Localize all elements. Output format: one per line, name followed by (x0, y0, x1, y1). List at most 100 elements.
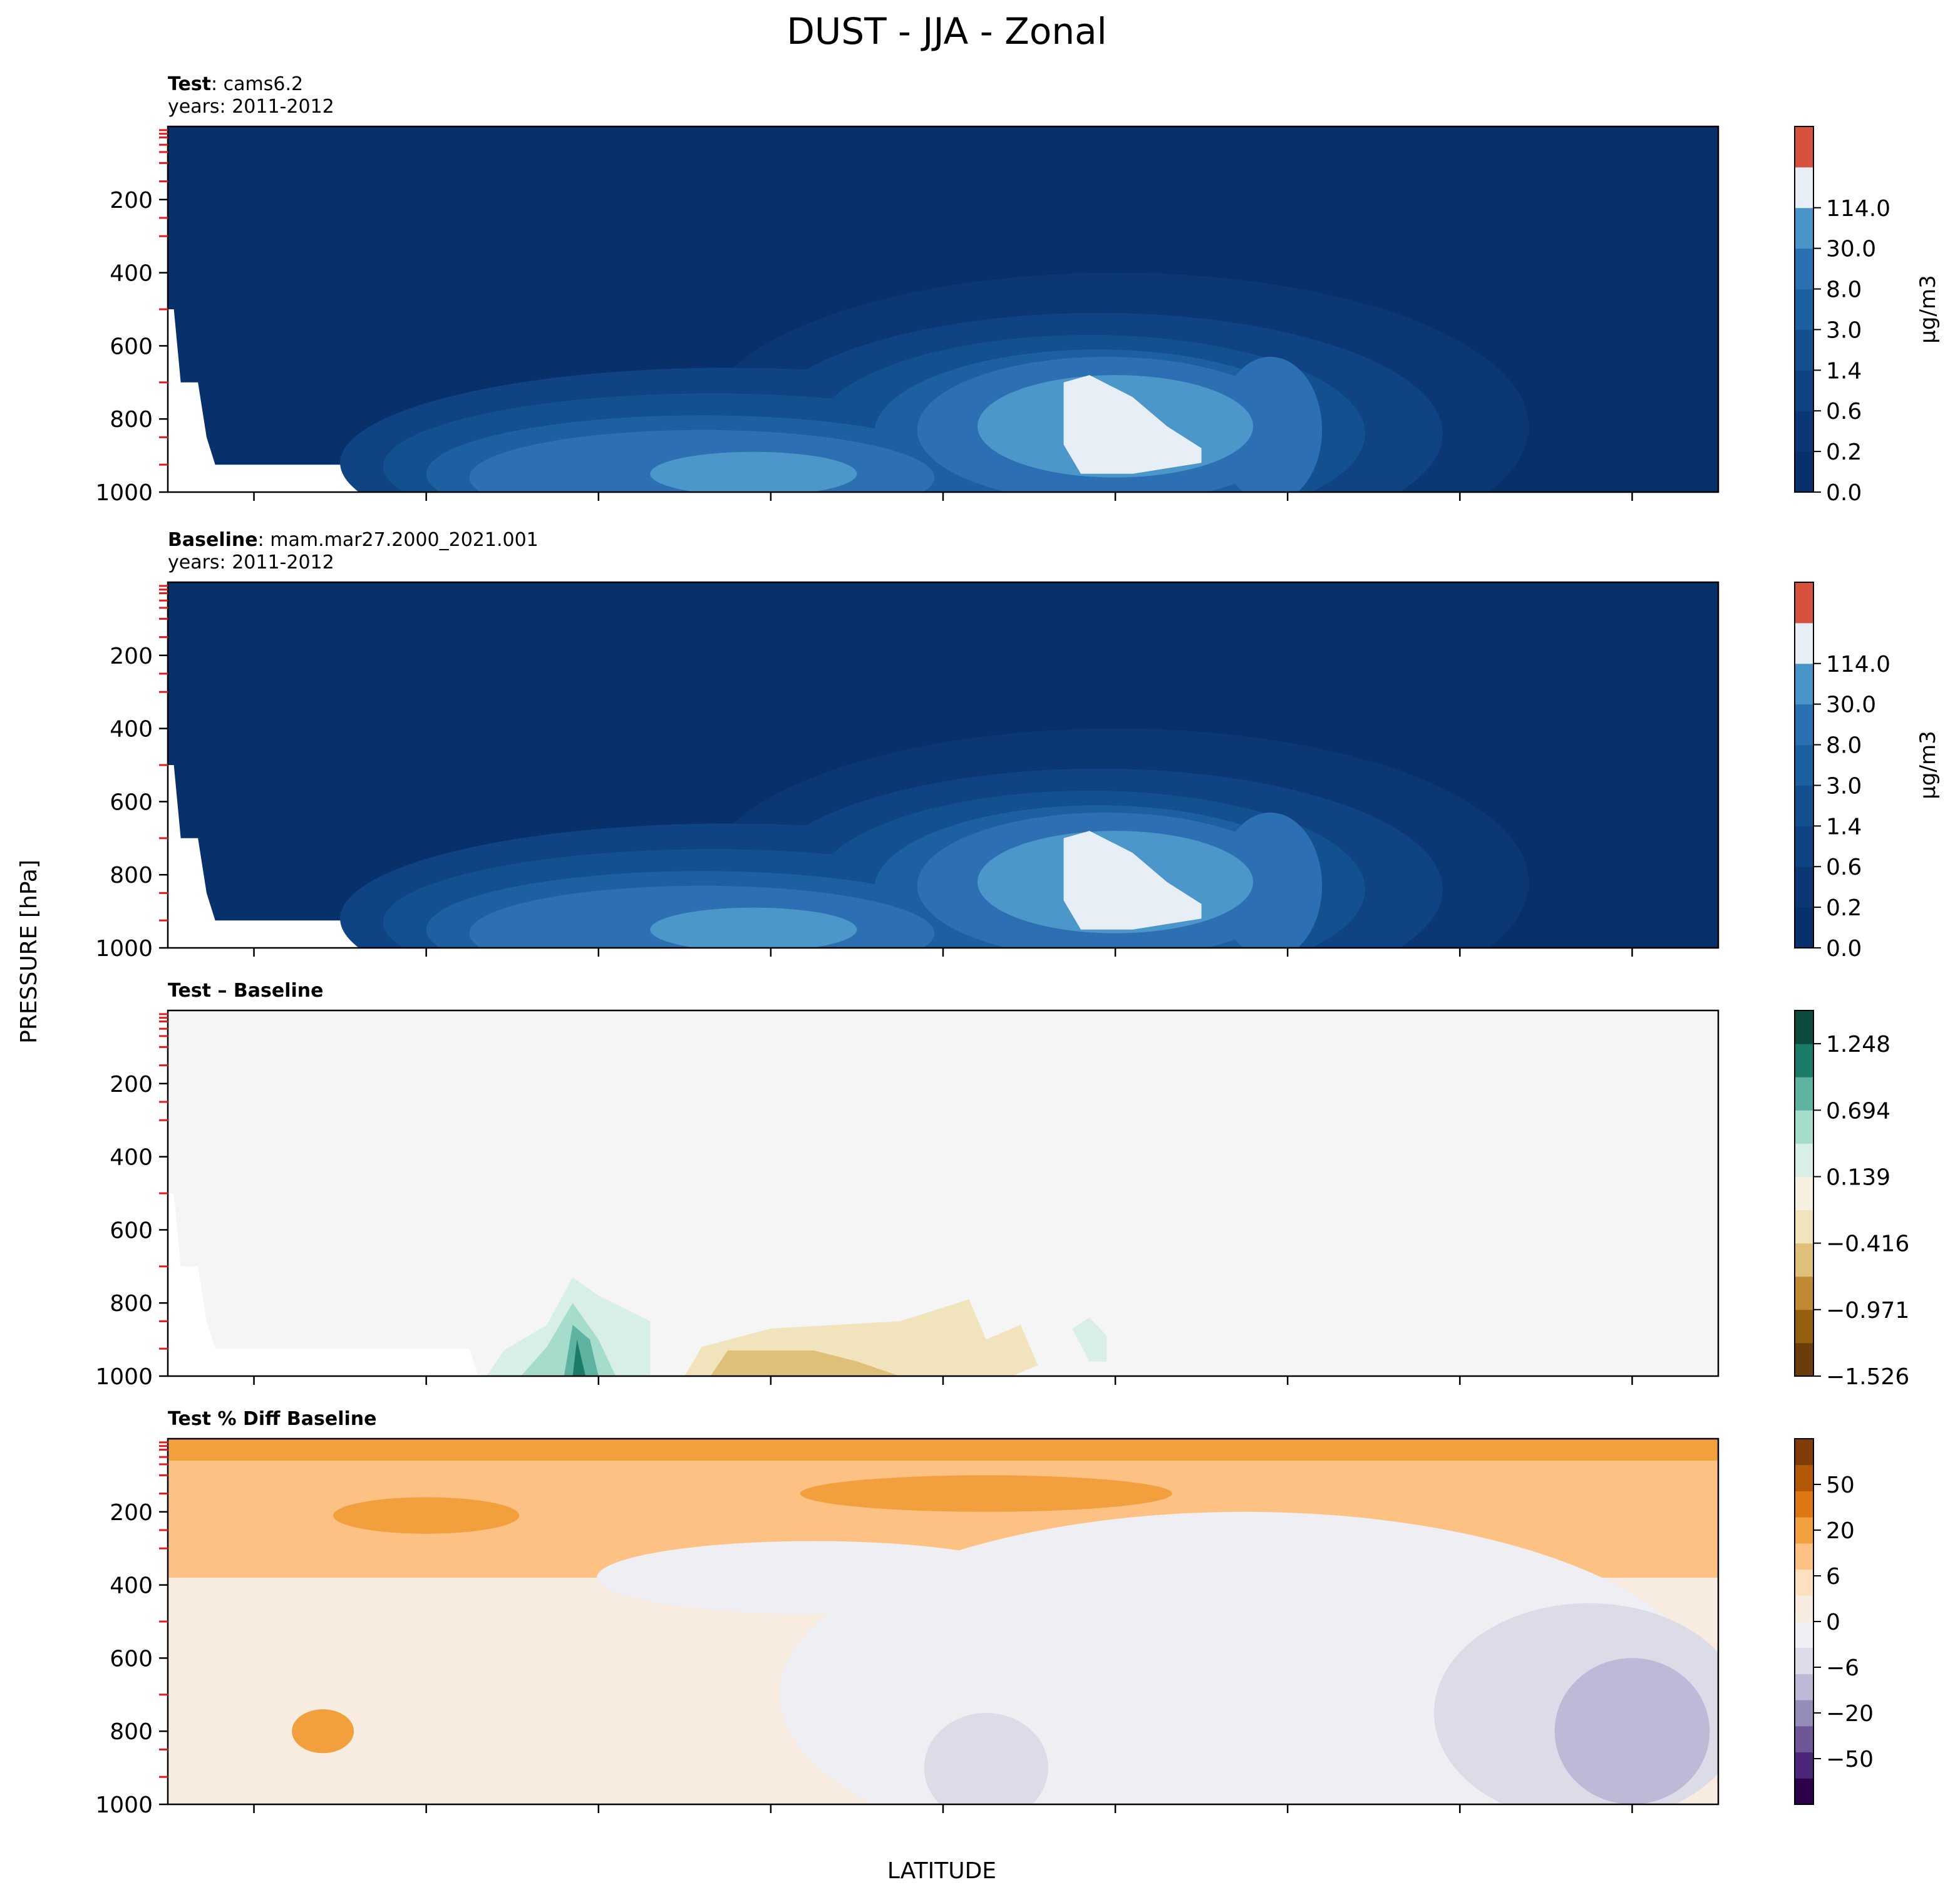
colorbar-segment (1795, 1464, 1813, 1491)
dust-plume-contour (1219, 812, 1323, 948)
panel-title: Test – Baseline (168, 980, 324, 1002)
y-tick-label: 800 (110, 1719, 153, 1745)
y-axis-label: PRESSURE [hPa] (16, 860, 42, 1044)
colorbar-tick-label: 0.6 (1826, 855, 1862, 880)
dust-plume-contour (1219, 356, 1323, 492)
colorbar-segment (1795, 1543, 1813, 1570)
y-tick-label: 800 (110, 407, 153, 433)
colorbar-label: μg/m3 (1916, 275, 1941, 343)
y-tick-label: 1000 (95, 480, 153, 506)
colorbar-tick-label: 0.6 (1826, 399, 1862, 424)
colorbar-segment (1795, 1176, 1813, 1211)
pct-band (168, 1439, 1718, 1461)
colorbar: 50 20 6 0 −6 −20 −50 (1794, 1438, 1874, 1805)
pct-contour (333, 1497, 520, 1534)
colorbar-segment (1795, 370, 1813, 411)
colorbar-segment (1795, 1439, 1813, 1466)
colorbar-segment (1795, 1210, 1813, 1244)
colorbar-tick-label: 0.0 (1826, 936, 1862, 962)
colorbar-tick-label: −1.526 (1826, 1364, 1909, 1390)
colorbar-tick-label: 6 (1826, 1564, 1840, 1590)
colorbar-segment (1795, 907, 1813, 948)
colorbar-segment (1795, 866, 1813, 908)
dust-plume-contour (650, 907, 857, 948)
colorbar-frame (1794, 126, 1814, 493)
panel-title-rest: : cams6.2 (211, 73, 303, 95)
dust-plume-contour (650, 451, 857, 492)
pct-contour (924, 1713, 1048, 1804)
colorbar-segment (1795, 1077, 1813, 1111)
colorbar-tick-label: 3.0 (1826, 317, 1862, 343)
positive-diff-contour (1072, 1317, 1107, 1362)
y-tick-label: 400 (110, 1145, 153, 1171)
colorbar-tick-label: −50 (1826, 1747, 1874, 1772)
contour-field (168, 582, 1718, 948)
y-tick-label: 200 (110, 188, 153, 213)
colorbar-tick-label: 114.0 (1826, 196, 1890, 222)
colorbar-tick-label: 50 (1826, 1473, 1855, 1498)
colorbar-segment (1795, 622, 1813, 664)
colorbar-tick-label: 1.4 (1826, 814, 1862, 840)
colorbar-tick-label: 8.0 (1826, 733, 1862, 759)
colorbar-segment (1795, 451, 1813, 493)
colorbar-segment (1795, 1044, 1813, 1077)
colorbar-segment (1795, 663, 1813, 705)
colorbar-frame (1794, 582, 1814, 948)
y-tick-label: 600 (110, 334, 153, 359)
colorbar-segment (1795, 1276, 1813, 1310)
colorbar-segment (1795, 1517, 1813, 1544)
colorbar-segment (1795, 1673, 1813, 1700)
y-tick-label: 200 (110, 1072, 153, 1098)
panel-title-bold: Test % Diff Baseline (168, 1408, 377, 1430)
colorbar: 114.0 30.0 8.0 3.0 1.4 0.6 0.2 0.0 μg/m3 (1794, 582, 1941, 962)
colorbar-segment (1795, 1110, 1813, 1144)
colorbar-segment (1795, 1342, 1813, 1377)
positive-diff-contour (572, 1339, 586, 1376)
colorbar-segment (1795, 289, 1813, 330)
colorbar-label: μg/m3 (1916, 731, 1941, 799)
colorbar-tick-label: −0.971 (1826, 1298, 1909, 1324)
colorbar-segment (1795, 1647, 1813, 1674)
colorbar-segment (1795, 411, 1813, 452)
colorbar-segment (1795, 329, 1813, 371)
dust-max-contour (1063, 375, 1202, 474)
panel-title: Test % Diff Baseline (168, 1408, 377, 1430)
y-tick-label: 600 (110, 789, 153, 815)
colorbar-tick-label: 114.0 (1826, 652, 1890, 677)
y-tick-label: 800 (110, 863, 153, 888)
colorbar: 1.248 0.694 0.139 −0.416 −0.971 −1.526 (1794, 1010, 1909, 1390)
panel-title-bold: Test (168, 73, 211, 95)
colorbar: 114.0 30.0 8.0 3.0 1.4 0.6 0.2 0.0 μg/m3 (1794, 126, 1941, 506)
y-tick-label: 1000 (95, 1364, 153, 1390)
colorbar-segment (1795, 1622, 1813, 1648)
colorbar-tick-label: 0 (1826, 1610, 1840, 1635)
colorbar-tick-label: 20 (1826, 1518, 1855, 1544)
y-tick-label: 400 (110, 261, 153, 287)
negative-diff-contour (710, 1350, 900, 1376)
colorbar-segment (1795, 1725, 1813, 1753)
y-tick-label: 600 (110, 1646, 153, 1672)
colorbar-segment (1795, 1243, 1813, 1277)
colorbar-tick-label: 0.694 (1826, 1098, 1890, 1124)
colorbar-tick-label: 1.4 (1826, 358, 1862, 384)
colorbar-tick-label: 0.2 (1826, 895, 1862, 921)
x-axis-label: LATITUDE (887, 1858, 996, 1884)
colorbar-segment (1795, 1309, 1813, 1344)
colorbar-tick-label: 3.0 (1826, 773, 1862, 799)
colorbar-segment (1795, 1778, 1813, 1805)
pct-contour (800, 1475, 1172, 1512)
colorbar-tick-label: 30.0 (1826, 692, 1876, 718)
colorbar-tick-label: −6 (1826, 1655, 1859, 1681)
colorbar-frame (1794, 1010, 1814, 1377)
colorbar-segment (1795, 248, 1813, 290)
colorbar-segment (1795, 1595, 1813, 1622)
colorbar-segment (1795, 826, 1813, 867)
colorbar-segment (1795, 207, 1813, 249)
colorbar-tick-label: 0.2 (1826, 440, 1862, 465)
y-tick-label: 400 (110, 717, 153, 743)
colorbar-segment (1795, 1569, 1813, 1596)
colorbar-segment (1795, 1010, 1813, 1044)
